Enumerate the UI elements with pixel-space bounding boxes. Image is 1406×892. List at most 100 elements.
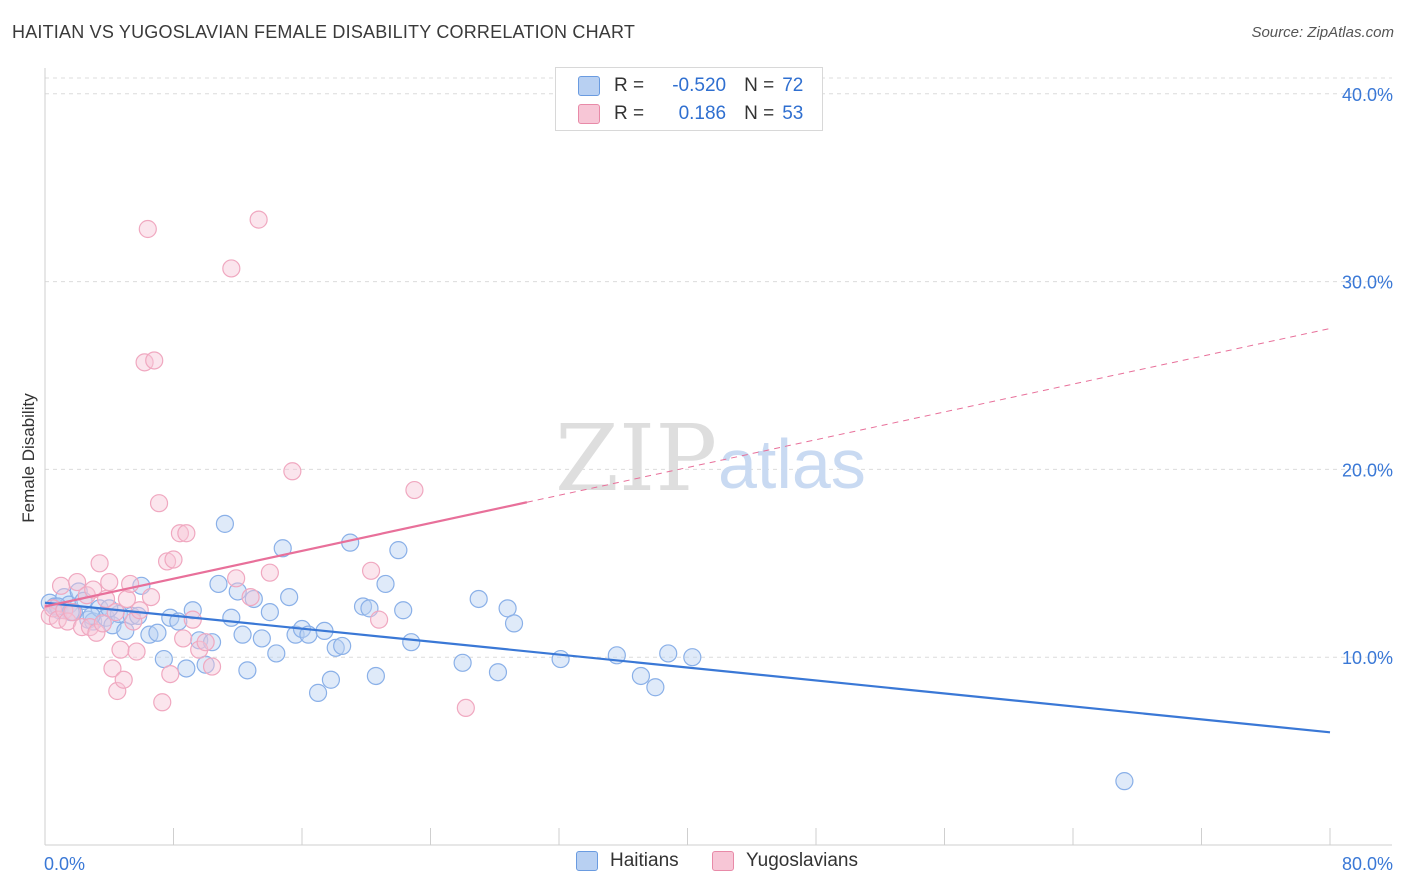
y-tick-label: 40.0% — [1342, 85, 1393, 105]
legend-n-label: N = — [744, 103, 775, 124]
legend-r-value: -0.520 — [672, 75, 727, 96]
y-axis-label: Female Disability — [19, 393, 38, 523]
yugoslavian-point — [456, 698, 475, 718]
haitian-point — [222, 608, 241, 627]
yugoslavian-point — [100, 572, 119, 592]
legend-r-value: 0.186 — [678, 103, 727, 124]
haitian-point — [353, 597, 373, 616]
legend-n-value: 53 — [782, 103, 804, 124]
haitian-point — [646, 678, 665, 697]
yugoslavian-point — [405, 480, 424, 500]
haitian-point — [252, 629, 271, 648]
yugoslavian-point — [127, 642, 146, 661]
legend-r-label: R = — [614, 103, 645, 124]
yugoslavian-point — [90, 554, 109, 573]
yugoslavian-point — [149, 494, 169, 513]
yugoslavian-point — [87, 623, 106, 642]
haitian-point — [394, 601, 413, 620]
yugoslavians-swatch — [712, 851, 734, 871]
haitian-point — [233, 625, 252, 644]
legend-n-value: 72 — [782, 75, 804, 96]
haitian-point — [333, 636, 352, 656]
yugoslavian-point — [174, 629, 193, 648]
yugoslavian-point — [170, 524, 190, 543]
legend-swatch-blue — [578, 76, 600, 96]
yugoslavian-point — [138, 219, 157, 239]
legend-r-label: R = — [614, 75, 645, 96]
haitian-point — [148, 623, 167, 642]
haitian-point — [376, 574, 395, 594]
yugoslavian-point — [114, 670, 133, 689]
haitian-point — [469, 589, 488, 609]
yugoslavian-point — [145, 351, 164, 370]
haitian-point — [238, 661, 257, 680]
yugoslavian-point — [183, 610, 202, 629]
legend-item-yugoslavians[interactable]: Yugoslavians — [712, 850, 858, 872]
trend-lines — [44, 328, 1331, 734]
haitian-point — [683, 648, 702, 667]
yugoslavian-point — [370, 610, 389, 629]
yugoslavian-point — [63, 603, 82, 622]
yugoslavian-point — [161, 664, 180, 684]
haitian-point — [326, 638, 345, 657]
x-tick-label: 80.0% — [1342, 854, 1393, 874]
watermark-atlas: atlas — [718, 425, 866, 503]
x-tick-label: 0.0% — [44, 854, 85, 874]
haitian-point — [453, 653, 472, 672]
yugoslavian-point — [190, 640, 209, 659]
yugoslavian-point — [227, 569, 246, 588]
yugoslavian-point — [51, 576, 71, 595]
yugoslavian-point — [157, 552, 177, 571]
haitians-trend-line — [44, 601, 1331, 734]
haitian-point — [498, 599, 517, 618]
y-tick-label: 30.0% — [1342, 273, 1393, 293]
haitian-point — [389, 541, 408, 560]
legend-item-haitians[interactable]: Haitians — [576, 850, 679, 872]
correlation-legend: R = -0.520 N = 72 R = 0.186 N = 53 — [555, 67, 823, 131]
yugoslavians-trend-line — [44, 501, 528, 608]
yugoslavians-trend-line-dashed — [526, 328, 1331, 503]
haitian-point — [1115, 772, 1134, 791]
yugoslavian-point — [93, 614, 112, 633]
yugoslavian-point — [124, 612, 143, 631]
haitian-point — [215, 514, 234, 533]
haitian-point — [260, 603, 279, 622]
yugoslavian-point — [177, 524, 196, 543]
haitian-point — [659, 644, 678, 663]
yugoslavian-point — [106, 603, 125, 622]
legend-n-label: N = — [744, 75, 775, 96]
legend-swatch-pink — [578, 104, 600, 124]
yugoslavian-point — [84, 580, 103, 599]
y-tick-label: 20.0% — [1342, 460, 1393, 480]
yugoslavian-point — [68, 572, 87, 592]
haitians-label: Haitians — [610, 850, 679, 871]
watermark: ZIP atlas — [555, 405, 866, 512]
legend-row-haitians: R = -0.520 N = 72 — [578, 73, 803, 99]
yugoslavian-point — [202, 657, 222, 676]
yugoslavian-point — [164, 550, 183, 569]
series-legend: Haitians Yugoslavians — [0, 850, 1406, 880]
axes — [44, 68, 1392, 846]
yugoslavian-point — [141, 587, 161, 607]
haitian-point — [267, 644, 286, 663]
yugoslavian-point — [108, 681, 127, 701]
haitian-point — [177, 659, 196, 678]
yugoslavians-label: Yugoslavians — [746, 850, 858, 871]
haitian-point — [402, 633, 421, 652]
yugoslavian-point — [241, 587, 260, 607]
haitian-point — [273, 539, 292, 558]
haitian-point — [308, 683, 328, 702]
yugoslavian-point — [111, 640, 130, 659]
yugoslavian-point — [249, 210, 268, 229]
haitian-point — [209, 574, 228, 594]
haitian-point — [488, 663, 508, 682]
haitians-swatch — [576, 851, 598, 871]
haitian-point — [244, 589, 263, 609]
yugoslavian-point — [103, 659, 122, 678]
haitian-point — [154, 649, 173, 669]
haitian-point — [366, 666, 385, 686]
legend-row-yugoslavians: R = 0.186 N = 53 — [578, 101, 803, 127]
yugoslavian-point — [130, 601, 149, 620]
haitian-point — [183, 601, 202, 620]
